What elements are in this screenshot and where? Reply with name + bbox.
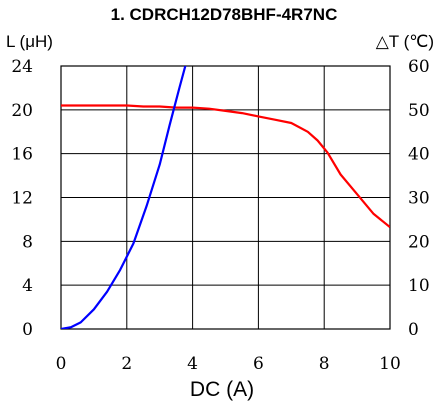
y-left-tick-label: 12 — [11, 189, 33, 209]
y-left-tick-label: 20 — [11, 101, 33, 121]
left-axis-title: L (μH) — [6, 32, 53, 51]
y-left-tick-label: 16 — [11, 145, 33, 165]
y-right-tick-label: 30 — [408, 189, 430, 209]
y-right-tick-label: 20 — [408, 232, 430, 252]
x-tick-label: 4 — [187, 354, 198, 374]
x-tick-label: 8 — [319, 354, 330, 374]
y-right-tick-label: 0 — [408, 320, 419, 340]
inductance-line — [61, 104, 390, 228]
y-left-tick-label: 8 — [22, 232, 33, 252]
y-left-tick-label: 4 — [22, 276, 33, 296]
right-axis-title: △T (℃) — [376, 32, 434, 51]
temperature-rise-line — [61, 66, 187, 329]
y-left-tick-label: 24 — [11, 57, 33, 77]
x-tick-label: 6 — [253, 354, 264, 374]
x-tick-label: 10 — [379, 354, 401, 374]
chart-title: 1. CDRCH12D78BHF-4R7NC — [111, 5, 338, 24]
y-right-tick-label: 60 — [408, 57, 430, 77]
y-right-tick-label: 10 — [408, 276, 430, 296]
y-left-tick-label: 0 — [22, 320, 33, 340]
x-tick-label: 2 — [121, 354, 132, 374]
x-tick-label: 0 — [56, 354, 67, 374]
y-right-tick-label: 50 — [408, 101, 430, 121]
x-axis-title: DC (A) — [190, 378, 254, 401]
y-right-tick-label: 40 — [408, 145, 430, 165]
